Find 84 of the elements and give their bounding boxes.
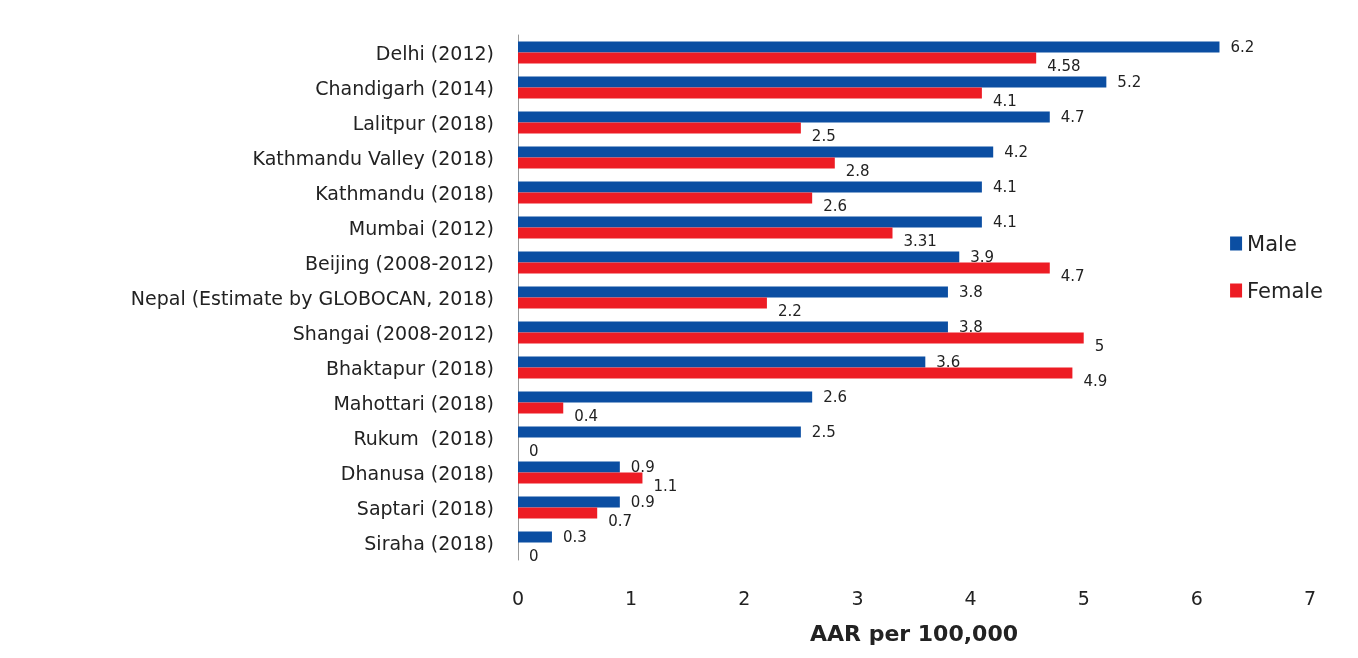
y-tick-label: Rukum (2018) [353, 426, 494, 449]
bar [518, 426, 801, 438]
x-tick-label: 1 [625, 586, 638, 609]
data-label: 2.5 [811, 127, 836, 145]
data-label: 4.7 [1060, 267, 1085, 285]
y-tick-label: Delhi (2012) [375, 41, 494, 64]
x-tick-label: 7 [1303, 586, 1317, 609]
bar [518, 507, 598, 519]
x-tick-label: 6 [1190, 586, 1203, 609]
data-label: 4.1 [992, 178, 1017, 196]
bar [518, 87, 982, 99]
y-tick-label: Nepal (Estimate by GLOBOCAN, 2018) [130, 286, 494, 309]
bar [518, 402, 564, 414]
data-label: 4.1 [992, 92, 1017, 110]
y-tick-label: Saptari (2018) [356, 496, 494, 519]
bar [518, 391, 813, 403]
data-label: 3.9 [970, 248, 995, 266]
data-label: 0.3 [562, 528, 587, 546]
data-label: 4.7 [1060, 108, 1085, 126]
bar [518, 251, 960, 263]
bar [518, 496, 620, 508]
x-tick-label: 0 [511, 586, 525, 609]
data-label: 0 [529, 547, 539, 565]
data-label: 2.5 [811, 423, 836, 441]
y-tick-label: Beijing (2008-2012) [304, 251, 494, 274]
bar [518, 321, 948, 333]
bar [518, 52, 1037, 64]
bar [518, 227, 893, 239]
bar [518, 76, 1107, 88]
bar [518, 122, 801, 134]
y-tick-label: Shangai (2008-2012) [292, 321, 494, 344]
bar [518, 181, 982, 193]
x-tick-label: 3 [851, 586, 864, 609]
bar [518, 111, 1050, 123]
y-tick-label: Siraha (2018) [364, 531, 494, 554]
data-label: 4.1 [992, 213, 1017, 231]
data-label: 3.6 [936, 353, 961, 371]
data-label: 0.9 [630, 458, 655, 476]
bar [518, 216, 982, 228]
x-tick-label: 2 [738, 586, 751, 609]
y-tick-label: Chandigarh (2014) [315, 76, 494, 99]
bar [518, 332, 1084, 344]
y-tick-label: Bhaktapur (2018) [326, 356, 494, 379]
data-label: 3.8 [958, 318, 983, 336]
bar [518, 146, 994, 158]
data-label: 6.2 [1230, 38, 1255, 56]
y-tick-label: Kathmandu (2018) [315, 181, 494, 204]
bar [518, 192, 813, 204]
y-tick-label: Mumbai (2012) [348, 216, 494, 239]
x-tick-label: 5 [1077, 586, 1090, 609]
data-label: 2.2 [777, 302, 802, 320]
data-label: 5 [1094, 337, 1105, 355]
bar [518, 461, 620, 473]
data-label: 2.6 [823, 197, 848, 215]
data-label: 2.8 [845, 162, 870, 180]
data-label: 3.31 [903, 232, 937, 250]
y-tick-label: Dhanusa (2018) [340, 461, 494, 484]
data-label: 5.2 [1117, 73, 1142, 91]
x-axis-title: AAR per 100,000 [809, 620, 1019, 646]
data-label: 0.9 [630, 493, 655, 511]
data-label: 3.8 [958, 283, 983, 301]
legend-label: Male [1247, 231, 1297, 256]
bar [518, 356, 926, 368]
data-label: 0.4 [574, 407, 599, 425]
bar [518, 472, 643, 484]
bar [518, 41, 1220, 53]
y-tick-label: Mahottari (2018) [333, 391, 494, 414]
y-tick-label: Kathmandu Valley (2018) [252, 146, 494, 169]
bar [518, 157, 835, 169]
data-label: 1.1 [653, 477, 678, 495]
data-label: 0 [529, 442, 539, 460]
legend-label: Female [1247, 278, 1324, 303]
bar [518, 367, 1073, 379]
data-label: 4.58 [1047, 57, 1081, 75]
x-tick-label: 4 [964, 586, 977, 609]
bar [518, 297, 767, 309]
bar [518, 531, 552, 543]
y-tick-label: Lalitpur (2018) [352, 111, 494, 134]
data-label: 4.9 [1083, 372, 1108, 390]
bar [518, 262, 1050, 274]
bar [518, 286, 948, 298]
data-label: 0.7 [608, 512, 633, 530]
data-label: 4.2 [1004, 143, 1029, 161]
data-label: 2.6 [823, 388, 848, 406]
